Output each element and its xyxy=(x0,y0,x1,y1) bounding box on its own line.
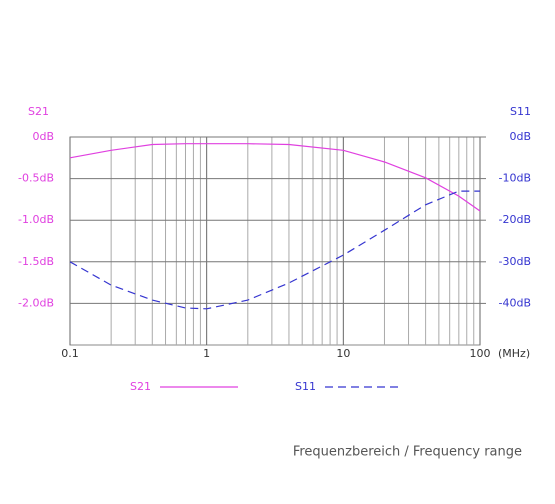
y2-axis-title: S11 xyxy=(510,105,531,118)
y2-tick-label: -30dB xyxy=(499,255,532,268)
y2-tick-label: -40dB xyxy=(499,296,532,309)
y-tick-label: -0.5dB xyxy=(18,172,54,185)
plot-frame xyxy=(69,136,481,346)
caption: Frequenzbereich / Frequency range xyxy=(293,445,522,460)
y2-tick-label: 0dB xyxy=(509,130,531,143)
y-tick-label: -2.0dB xyxy=(18,296,54,309)
y-tick-label: 0dB xyxy=(32,130,54,143)
y-axis-title: S21 xyxy=(28,105,49,118)
series-line xyxy=(69,143,481,212)
y2-tick-label: -20dB xyxy=(499,213,532,226)
x-tick-label: 100 xyxy=(470,347,491,360)
x-tick-label: 0.1 xyxy=(61,347,79,360)
y-tick-label: -1.5dB xyxy=(18,255,54,268)
series-line xyxy=(69,190,480,310)
x-tick-label: 10 xyxy=(336,347,350,360)
x-axis-unit: (MHz) xyxy=(498,347,530,360)
y2-tick-label: -10dB xyxy=(499,172,532,185)
legend-label: S11 xyxy=(295,380,316,393)
x-tick-label: 1 xyxy=(203,347,210,360)
y-tick-label: -1.0dB xyxy=(18,213,54,226)
legend-label: S21 xyxy=(130,380,151,393)
